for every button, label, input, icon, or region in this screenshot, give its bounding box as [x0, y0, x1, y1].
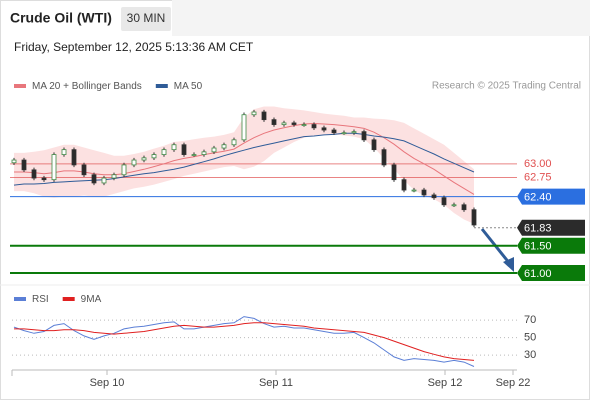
candle-body [181, 144, 187, 155]
candle-body [31, 169, 37, 179]
level-label-box [517, 264, 585, 281]
legend-label: RSI [32, 294, 49, 305]
annotation: Research © 2025 Trading Central [432, 81, 581, 92]
level-label: 61.50 [524, 241, 552, 253]
candle-body [251, 111, 257, 116]
forecast-arrow-head [503, 257, 514, 272]
candle-body [51, 154, 57, 181]
candle-body [391, 164, 397, 181]
indicator-line [13, 316, 475, 367]
candle-body [141, 157, 147, 161]
candle-body [311, 124, 317, 129]
legend-label: 9MA [81, 294, 102, 305]
ma-line [13, 132, 475, 186]
candle-body [131, 159, 137, 166]
legend-swatch [14, 297, 26, 301]
candle-body [171, 144, 177, 151]
level-label-box [517, 237, 585, 254]
candle-body [11, 159, 17, 164]
timestamp: Friday, September 12, 2025 5:13:36 AM CE… [14, 40, 254, 54]
candle-body [441, 197, 447, 206]
candle-body [301, 124, 307, 126]
candle-body [331, 129, 337, 134]
candle-body [101, 177, 107, 184]
candle-body [411, 189, 417, 192]
candle-body [241, 114, 247, 141]
legend-swatch [14, 84, 26, 88]
candle-body [91, 174, 97, 184]
candle-body [201, 151, 207, 155]
legend-swatch [62, 297, 75, 301]
candle-body [401, 179, 407, 191]
candle-body [451, 204, 457, 207]
candle-body [341, 132, 347, 135]
level-label: 61.00 [524, 268, 552, 280]
candle-body [351, 131, 357, 134]
timeframe: 30 MIN [127, 11, 166, 25]
candle-body [211, 147, 217, 153]
title: Crude Oil (WTI) [10, 10, 112, 26]
level-label: 61.83 [524, 223, 552, 235]
ma-line [14, 122, 475, 195]
level-label: 62.75 [524, 171, 552, 183]
candle-body [111, 174, 117, 179]
y-tick-label: 30 [524, 349, 536, 361]
candle-body [161, 149, 167, 155]
bollinger-band [14, 106, 474, 224]
candle-body [41, 177, 47, 181]
candle-body [271, 119, 277, 125]
candle-body [81, 164, 87, 176]
candle-body [461, 204, 467, 211]
candle-body [281, 122, 287, 125]
candle-body [371, 139, 377, 151]
level-label: 62.40 [524, 191, 552, 203]
y-tick-label: 50 [524, 332, 536, 344]
candle-body [21, 159, 27, 171]
level-label-box [517, 219, 585, 236]
legend-swatch [155, 84, 168, 88]
timeframe-badge [121, 7, 171, 31]
candle-body [321, 127, 327, 131]
x-tick-label: Sep 22 [496, 377, 531, 389]
candle-body [121, 164, 127, 176]
level-label: 63.00 [524, 158, 552, 170]
legend-label: MA 50 [174, 81, 203, 92]
level-label-box [517, 188, 585, 205]
candle-body [471, 209, 477, 226]
legend-label: MA 20 + Bollinger Bands [32, 81, 142, 92]
y-tick-label: 70 [524, 314, 536, 326]
candle-body [151, 154, 157, 159]
x-tick-label: Sep 12 [428, 377, 463, 389]
indicator-line [14, 322, 475, 361]
candle-body [381, 149, 387, 166]
candle-body [431, 194, 437, 199]
candle-body [61, 149, 67, 155]
x-tick-label: Sep 11 [259, 377, 293, 389]
candle-body [261, 111, 267, 121]
candle-body [71, 149, 77, 166]
candle-body [221, 144, 227, 149]
candle-body [421, 189, 427, 196]
candle-body [231, 139, 237, 146]
header-bg [172, 0, 590, 36]
candle-body [361, 131, 367, 141]
candle-body [291, 122, 297, 125]
x-tick-label: Sep 10 [90, 377, 125, 389]
candle-body [191, 154, 197, 156]
